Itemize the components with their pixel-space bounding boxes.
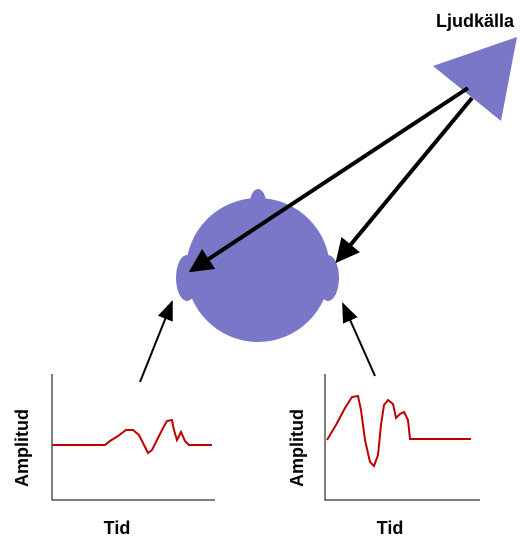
- page: Ljudkälla Amplitud Tid Amplitud Tid (() …: [0, 0, 520, 538]
- x-label: Tid: [377, 518, 404, 538]
- left-plot: Amplitud Tid: [12, 374, 215, 538]
- head: [186, 198, 330, 342]
- arrow-right-plot: [343, 304, 375, 376]
- arrow-right-ear: [338, 98, 472, 260]
- sound-source: [433, 37, 517, 121]
- y-label: Amplitud: [12, 409, 32, 487]
- waveform: [52, 420, 212, 453]
- y-label: Amplitud: [287, 409, 307, 487]
- source-label: Ljudkälla: [436, 11, 515, 31]
- waveform: [327, 396, 471, 466]
- right-plot: Amplitud Tid: [287, 374, 480, 538]
- x-label: Tid: [104, 518, 131, 538]
- axes: [52, 374, 215, 500]
- axes: [325, 374, 480, 500]
- diagram: Ljudkälla Amplitud Tid Amplitud Tid: [0, 0, 520, 538]
- arrow-left-plot: [140, 302, 172, 382]
- arrow-left-ear: [192, 88, 468, 270]
